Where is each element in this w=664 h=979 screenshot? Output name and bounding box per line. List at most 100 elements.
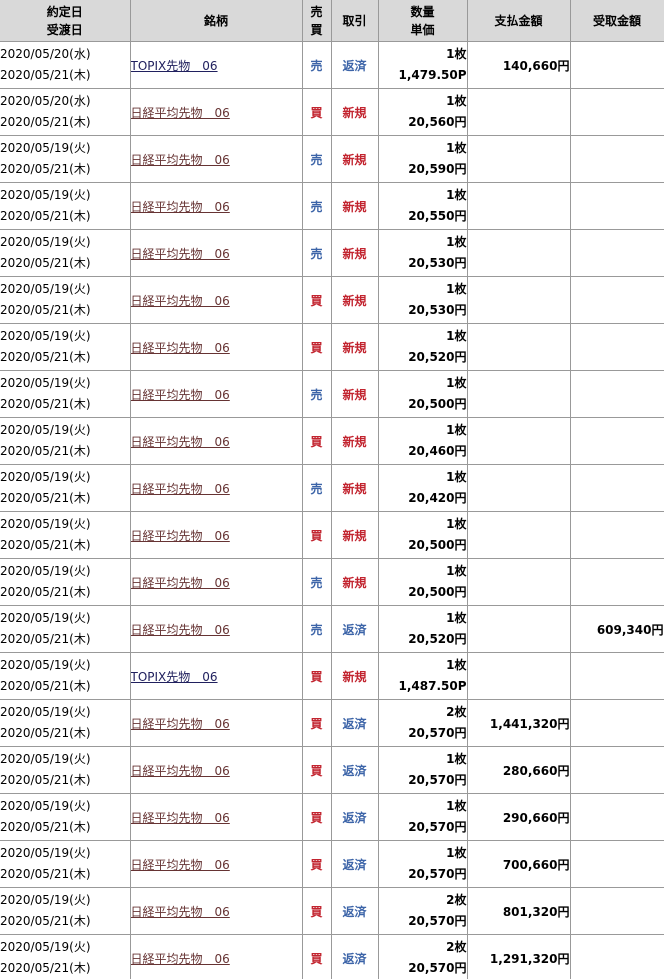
- trade-type: 新規: [330, 88, 379, 136]
- trade-type: 返済: [330, 605, 379, 653]
- instrument-link[interactable]: 日経平均先物 06: [130, 293, 230, 308]
- trade-date: 2020/05/19(火): [0, 799, 91, 813]
- instrument-link[interactable]: 日経平均先物 06: [130, 105, 230, 120]
- instrument-link[interactable]: 日経平均先物 06: [130, 199, 230, 214]
- instrument-cell: 日経平均先物 06: [129, 229, 303, 277]
- quantity-unit-price: 1枚 20,530円: [377, 229, 468, 277]
- instrument-link[interactable]: TOPIX先物 06: [130, 669, 218, 684]
- unit-price: 1,487.50P: [398, 679, 467, 693]
- quantity-unit-price: 1枚 20,530円: [377, 276, 468, 324]
- receipt-amount: [569, 417, 664, 465]
- header-row: 約定日 受渡日 銘柄 売 買 取引 数量 単価 支払金額 受取金額: [0, 0, 664, 42]
- table-row: 2020/05/19(火) 2020/05/21(木) TOPIX先物 06 買…: [0, 652, 664, 700]
- trade-settle-dates: 2020/05/19(火) 2020/05/21(木): [0, 746, 131, 794]
- settle-date: 2020/05/21(木): [0, 491, 91, 505]
- buy-sell-flag: 売: [301, 135, 332, 183]
- instrument-cell: 日経平均先物 06: [129, 370, 303, 418]
- instrument-cell: 日経平均先物 06: [129, 887, 303, 935]
- receipt-amount: [569, 464, 664, 512]
- instrument-link[interactable]: 日経平均先物 06: [130, 951, 230, 966]
- instrument-link[interactable]: 日経平均先物 06: [130, 575, 230, 590]
- instrument-link[interactable]: 日経平均先物 06: [130, 340, 230, 355]
- instrument-link[interactable]: 日経平均先物 06: [130, 434, 230, 449]
- trade-type: 返済: [330, 934, 379, 979]
- settle-date: 2020/05/21(木): [0, 68, 91, 82]
- trade-type: 新規: [330, 558, 379, 606]
- instrument-link[interactable]: 日経平均先物 06: [130, 481, 230, 496]
- table-row: 2020/05/19(火) 2020/05/21(木) 日経平均先物 06 買 …: [0, 840, 664, 888]
- quantity-unit-price: 1枚 20,520円: [377, 605, 468, 653]
- trade-date: 2020/05/19(火): [0, 893, 91, 907]
- trade-date: 2020/05/20(水): [0, 94, 91, 108]
- quantity: 1枚: [446, 470, 467, 484]
- buy-sell-flag: 買: [301, 511, 332, 559]
- instrument-link[interactable]: 日経平均先物 06: [130, 810, 230, 825]
- trade-date: 2020/05/19(火): [0, 564, 91, 578]
- settle-date: 2020/05/21(木): [0, 303, 91, 317]
- payment-amount: 280,660円: [466, 746, 571, 794]
- trade-date: 2020/05/19(火): [0, 517, 91, 531]
- unit-price: 1,479.50P: [398, 68, 467, 82]
- receipt-amount: [569, 323, 664, 371]
- trade-type: 新規: [330, 464, 379, 512]
- table-row: 2020/05/19(火) 2020/05/21(木) 日経平均先物 06 買 …: [0, 934, 664, 979]
- trade-type: 返済: [330, 699, 379, 747]
- instrument-cell: 日経平均先物 06: [129, 558, 303, 606]
- trade-type: 新規: [330, 417, 379, 465]
- trade-settle-dates: 2020/05/19(火) 2020/05/21(木): [0, 229, 131, 277]
- trade-date: 2020/05/19(火): [0, 658, 91, 672]
- unit-price: 20,570円: [408, 773, 467, 787]
- instrument-cell: 日経平均先物 06: [129, 840, 303, 888]
- instrument-link[interactable]: 日経平均先物 06: [130, 763, 230, 778]
- instrument-link[interactable]: 日経平均先物 06: [130, 716, 230, 731]
- instrument-link[interactable]: 日経平均先物 06: [130, 904, 230, 919]
- quantity-unit-price: 1枚 20,570円: [377, 840, 468, 888]
- quantity: 1枚: [446, 188, 467, 202]
- buy-sell-flag: 売: [301, 605, 332, 653]
- instrument-link[interactable]: TOPIX先物 06: [130, 58, 218, 73]
- instrument-link[interactable]: 日経平均先物 06: [130, 246, 230, 261]
- settle-date: 2020/05/21(木): [0, 679, 91, 693]
- quantity-unit-price: 1枚 1,479.50P: [377, 41, 468, 89]
- settle-date: 2020/05/21(木): [0, 444, 91, 458]
- instrument-link[interactable]: 日経平均先物 06: [130, 387, 230, 402]
- buy-sell-flag: 買: [301, 276, 332, 324]
- payment-amount: 290,660円: [466, 793, 571, 841]
- instrument-link[interactable]: 日経平均先物 06: [130, 857, 230, 872]
- receipt-amount: [569, 88, 664, 136]
- buy-sell-flag: 買: [301, 793, 332, 841]
- payment-amount: [466, 558, 571, 606]
- quantity-unit-price: 2枚 20,570円: [377, 934, 468, 979]
- instrument-link[interactable]: 日経平均先物 06: [130, 152, 230, 167]
- table-row: 2020/05/19(火) 2020/05/21(木) 日経平均先物 06 買 …: [0, 793, 664, 841]
- instrument-link[interactable]: 日経平均先物 06: [130, 528, 230, 543]
- quantity-unit-price: 1枚 20,550円: [377, 182, 468, 230]
- quantity-unit-price: 1枚 20,500円: [377, 511, 468, 559]
- receipt-amount: [569, 887, 664, 935]
- payment-amount: 801,320円: [466, 887, 571, 935]
- unit-price: 20,570円: [408, 820, 467, 834]
- quantity-unit-price: 1枚 20,560円: [377, 88, 468, 136]
- buy-sell-flag: 買: [301, 652, 332, 700]
- table-row: 2020/05/19(火) 2020/05/21(木) 日経平均先物 06 売 …: [0, 229, 664, 277]
- settle-date: 2020/05/21(木): [0, 350, 91, 364]
- instrument-link[interactable]: 日経平均先物 06: [130, 622, 230, 637]
- quantity: 1枚: [446, 141, 467, 155]
- instrument-cell: 日経平均先物 06: [129, 934, 303, 979]
- quantity: 1枚: [446, 329, 467, 343]
- receipt-amount: [569, 370, 664, 418]
- quantity: 1枚: [446, 846, 467, 860]
- receipt-amount: [569, 229, 664, 277]
- header-trade-date-label: 約定日: [46, 4, 83, 19]
- settle-date: 2020/05/21(木): [0, 209, 91, 223]
- receipt-amount: [569, 276, 664, 324]
- quantity-unit-price: 1枚 20,570円: [377, 793, 468, 841]
- quantity: 1枚: [446, 235, 467, 249]
- unit-price: 20,590円: [408, 162, 467, 176]
- settle-date: 2020/05/21(木): [0, 632, 91, 646]
- quantity: 1枚: [446, 752, 467, 766]
- unit-price: 20,570円: [408, 961, 467, 975]
- unit-price: 20,570円: [408, 867, 467, 881]
- table-row: 2020/05/19(火) 2020/05/21(木) 日経平均先物 06 売 …: [0, 464, 664, 512]
- trade-type: 新規: [330, 182, 379, 230]
